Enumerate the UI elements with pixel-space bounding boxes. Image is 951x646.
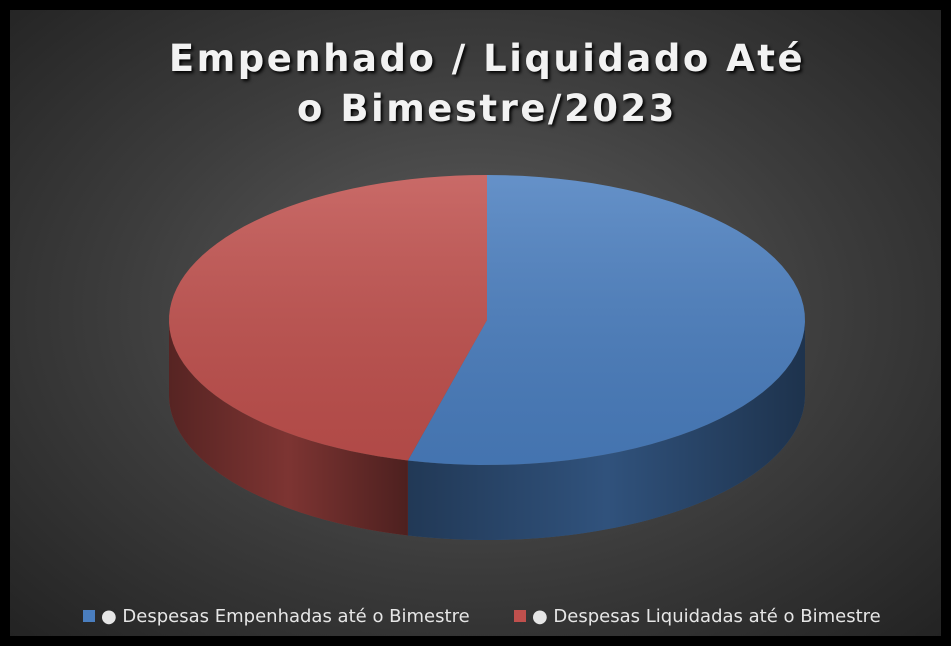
- legend-label: ● Despesas Empenhadas até o Bimestre: [101, 606, 470, 627]
- legend-swatch: [83, 610, 95, 622]
- pie-slice-sheen: [169, 175, 487, 461]
- pie-slice-sheen: [407, 175, 805, 465]
- chart-title: Empenhado / Liquidado Até o Bimestre/202…: [168, 37, 806, 130]
- pie-side-shade: [407, 320, 805, 540]
- pie-side-shade: [169, 320, 408, 536]
- legend-swatch: [514, 610, 526, 622]
- legend-label: ● Despesas Liquidadas até o Bimestre: [532, 606, 881, 627]
